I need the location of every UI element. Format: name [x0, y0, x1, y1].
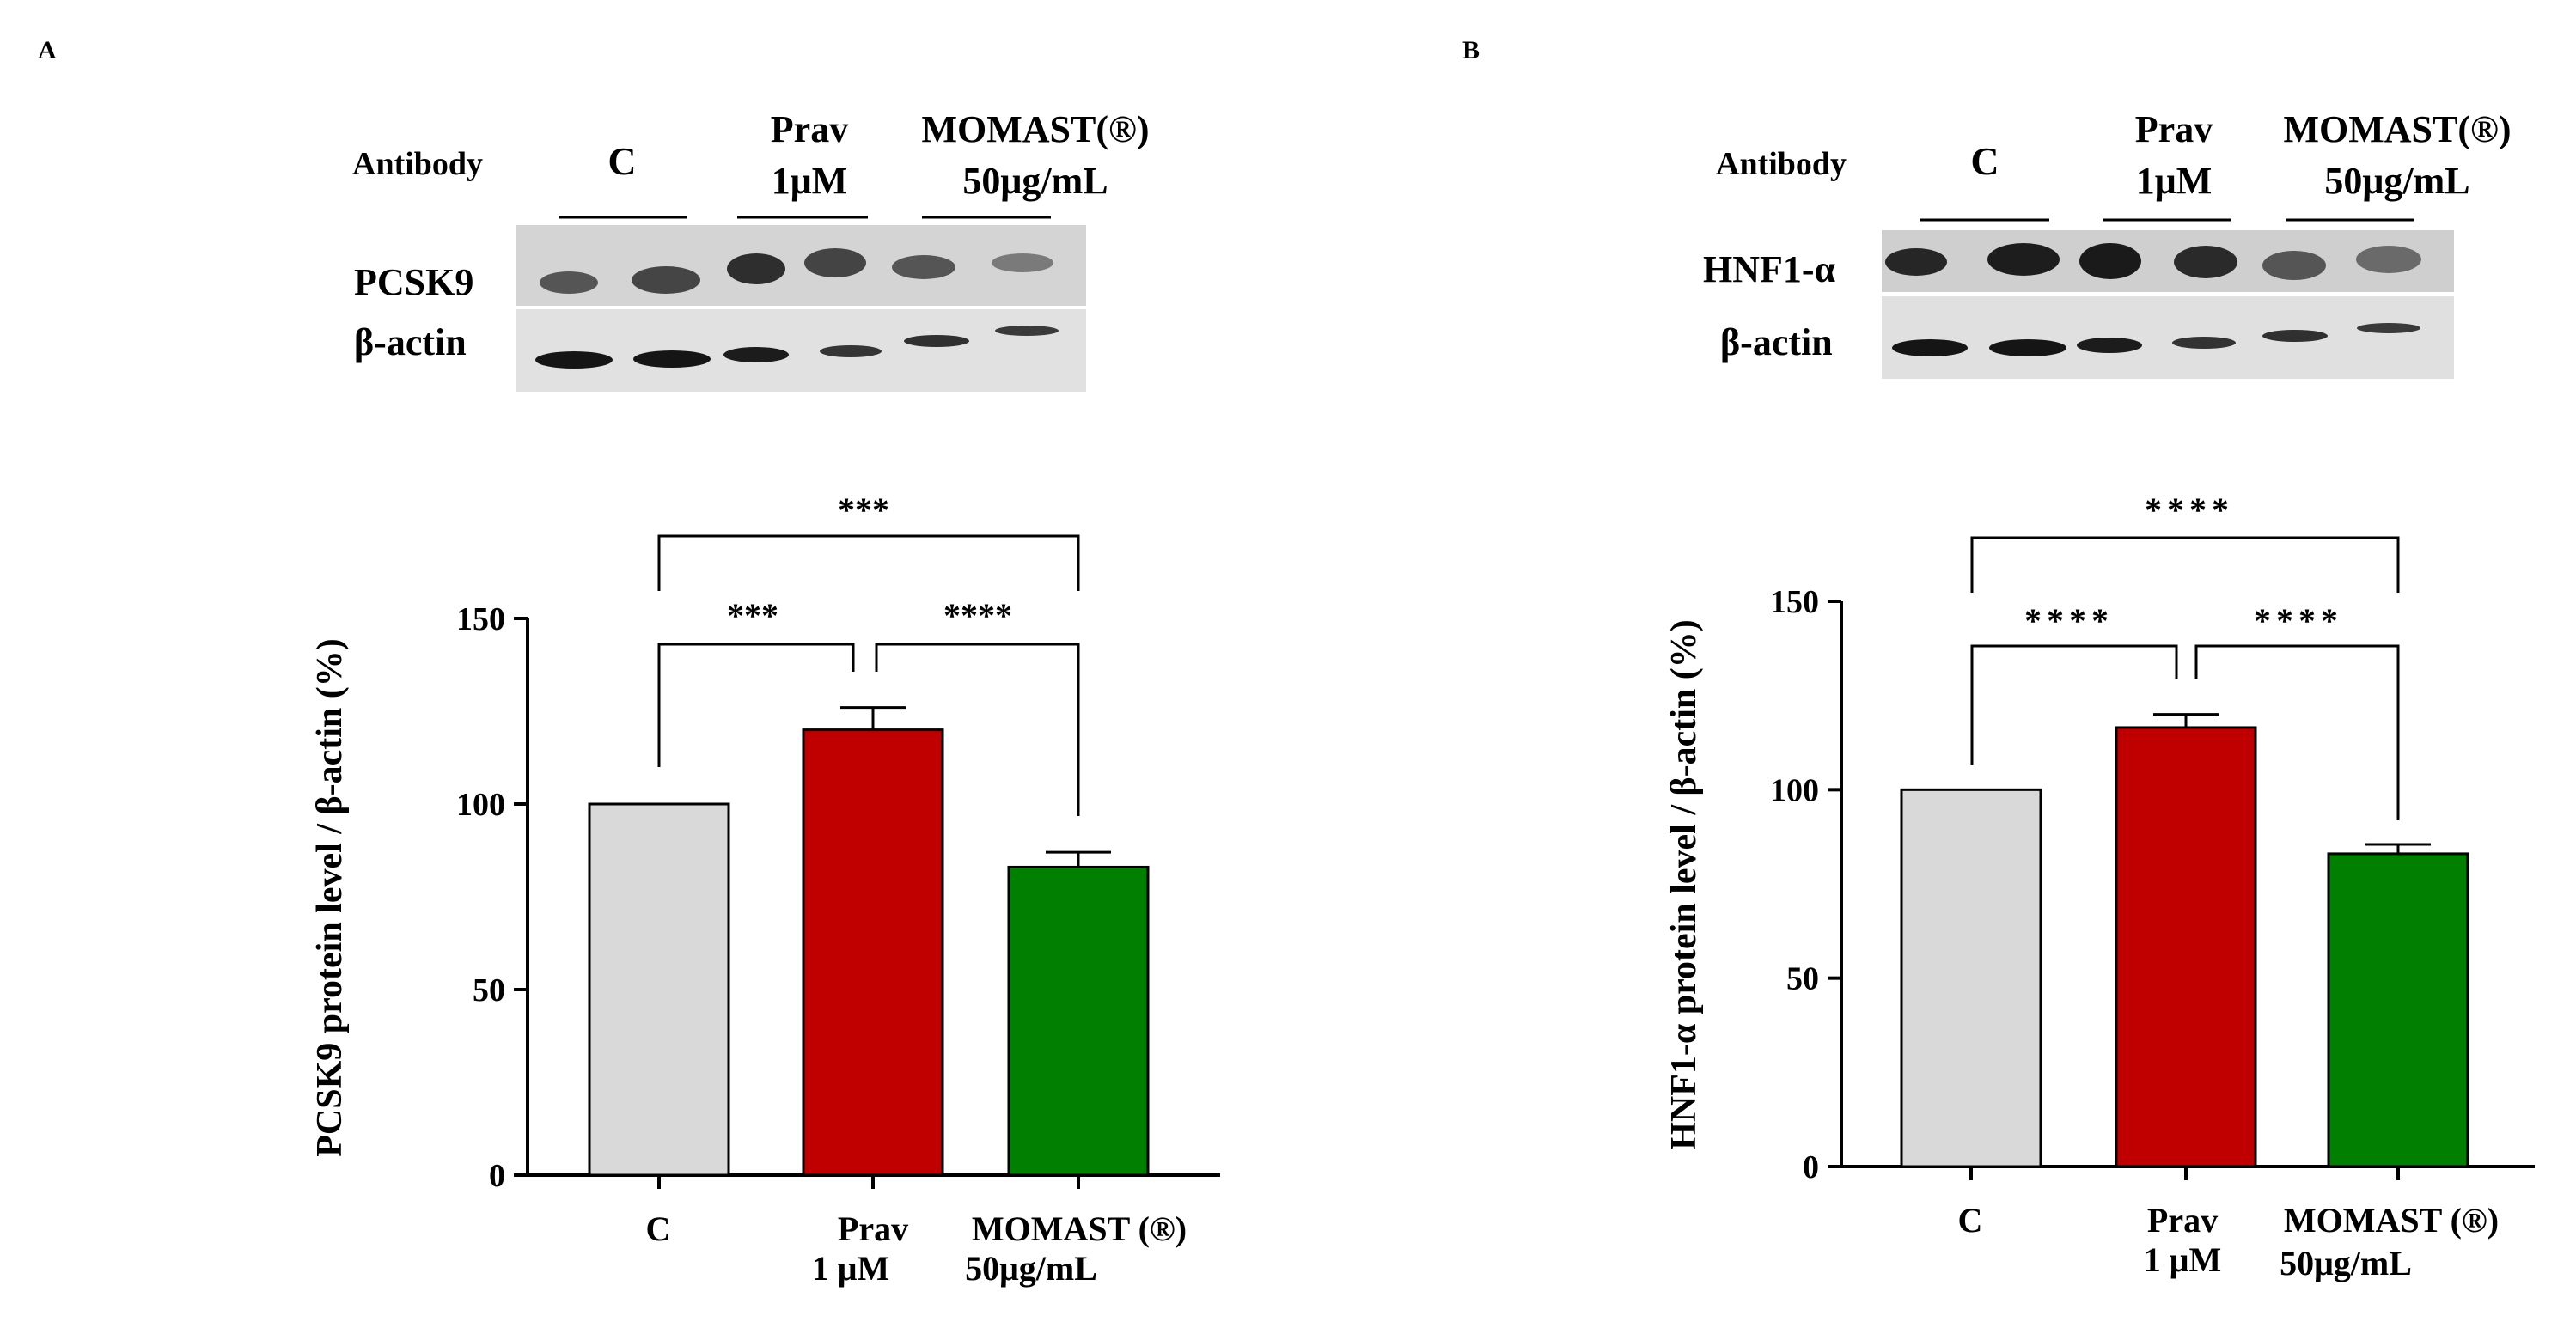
panel-a-blot-row-target: PCSK9 — [354, 261, 473, 303]
panel-b-blot-group-momast-line2: 50μg/mL — [2324, 160, 2469, 202]
panel-b-blot-header: Antibody — [1716, 146, 1847, 182]
panel-a-sig-bracket-c-prav — [657, 643, 855, 767]
panel-a-blot-group-prav-line2: 1μM — [772, 160, 847, 202]
panel-b-bar-c — [1900, 788, 2042, 1168]
panel-b-sig-bracket-c-momast — [1970, 536, 2400, 593]
panel-a-blot-row-actin: β-actin — [354, 321, 467, 363]
panel-a-x-label-momast-line2: 50μg/mL — [965, 1249, 1097, 1288]
panel-a-x-label-c: C — [646, 1209, 671, 1248]
panel-a-x-label-prav-line1: Prav — [838, 1209, 908, 1248]
panel-b-y-tick-label: 50 — [1786, 961, 1819, 997]
panel-b-x-label-prav-line1: Prav — [2147, 1201, 2218, 1240]
panel-a-y-tick-label: 100 — [456, 787, 505, 823]
panel-b-blot-group-prav-line1: Prav — [2135, 108, 2213, 150]
panel-a-sig-bracket-c-momast — [657, 534, 1080, 591]
panel-a-sig-label-prav-momast: **** — [943, 596, 1012, 635]
panel-b-blot-row-actin: β-actin — [1720, 321, 1833, 363]
panel-a-error-bar-prav — [840, 706, 906, 730]
panel-a-y-axis-label: PCSK9 protein level / β-actin (%) — [310, 638, 350, 1156]
panel-b-sig-bracket-prav-momast — [2194, 644, 2400, 820]
panel-a-blot-group-prav-line1: Prav — [771, 108, 848, 150]
panel-a-y-tick-label: 50 — [473, 972, 505, 1008]
panel-a-sig-bracket-prav-momast — [875, 643, 1080, 816]
panel-b-blot-group-c: C — [1970, 139, 1999, 183]
panel-b-sig-label-c-momast: **** — [2145, 490, 2234, 529]
panel-b-y-axis-label: HNF1-α protein level / β-actin (%) — [1664, 619, 1704, 1150]
panel-a-bar-c — [588, 802, 730, 1177]
panel-a-y-tick-label: 0 — [489, 1158, 505, 1194]
panel-a-sig-label-c-momast: *** — [838, 490, 889, 529]
panel-a-blot-image — [516, 225, 1086, 392]
panel-a-bar-momast — [1007, 865, 1150, 1177]
panel-a-label: A — [38, 36, 57, 64]
panel-b-blot-image — [1882, 230, 2454, 379]
panel-b-sig-label-prav-momast: **** — [2254, 601, 2343, 640]
panel-a-y-tick-label: 150 — [456, 601, 505, 637]
panel-b-blot-row-target: HNF1-α — [1703, 248, 1836, 290]
panel-a-blot-group-momast-line2: 50μg/mL — [962, 160, 1108, 202]
panel-b-sig-bracket-c-prav — [1970, 644, 2178, 765]
panel-b-blot-group-prav-line2: 1μM — [2136, 160, 2212, 202]
panel-b-error-bar-momast — [2365, 843, 2431, 854]
panel-b-error-bar-prav — [2153, 713, 2219, 728]
panel-a: A Antibody C Prav 1μM MOMAST(®) 50μg/mL … — [38, 36, 1220, 1288]
panel-b-x-label-prav-line2: 1 μM — [2144, 1240, 2221, 1279]
panel-b-x-label-momast-line2: 50μg/mL — [2280, 1244, 2412, 1282]
panel-b-y-tick-label: 150 — [1770, 584, 1819, 620]
panel-b-x-label-c: C — [1958, 1201, 1983, 1240]
panel-b-blot-group-momast-line1: MOMAST(®) — [2283, 108, 2511, 150]
panel-b: B Antibody C Prav 1μM MOMAST(®) 50μg/mL … — [1462, 36, 2535, 1282]
panel-b-label: B — [1462, 36, 1480, 64]
panel-a-blot-group-momast-line1: MOMAST(®) — [921, 108, 1149, 150]
panel-a-bar-prav — [802, 728, 944, 1177]
panel-a-sig-label-c-prav: *** — [727, 596, 778, 635]
panel-b-y-tick-label: 0 — [1803, 1149, 1819, 1185]
panel-a-x-label-prav-line2: 1 μM — [812, 1249, 889, 1288]
panel-a-blot-group-c: C — [607, 139, 636, 183]
panel-a-error-bar-momast — [1046, 850, 1111, 868]
panel-a-x-label-momast-line1: MOMAST (®) — [972, 1209, 1187, 1248]
panel-b-x-label-momast-line1: MOMAST (®) — [2284, 1201, 2499, 1240]
panel-b-bar-momast — [2327, 852, 2469, 1168]
panel-b-bar-prav — [2115, 726, 2257, 1168]
panel-b-sig-label-c-prav: **** — [2024, 601, 2114, 640]
panel-b-y-tick-label: 100 — [1770, 772, 1819, 808]
panel-a-blot-header: Antibody — [352, 146, 483, 182]
